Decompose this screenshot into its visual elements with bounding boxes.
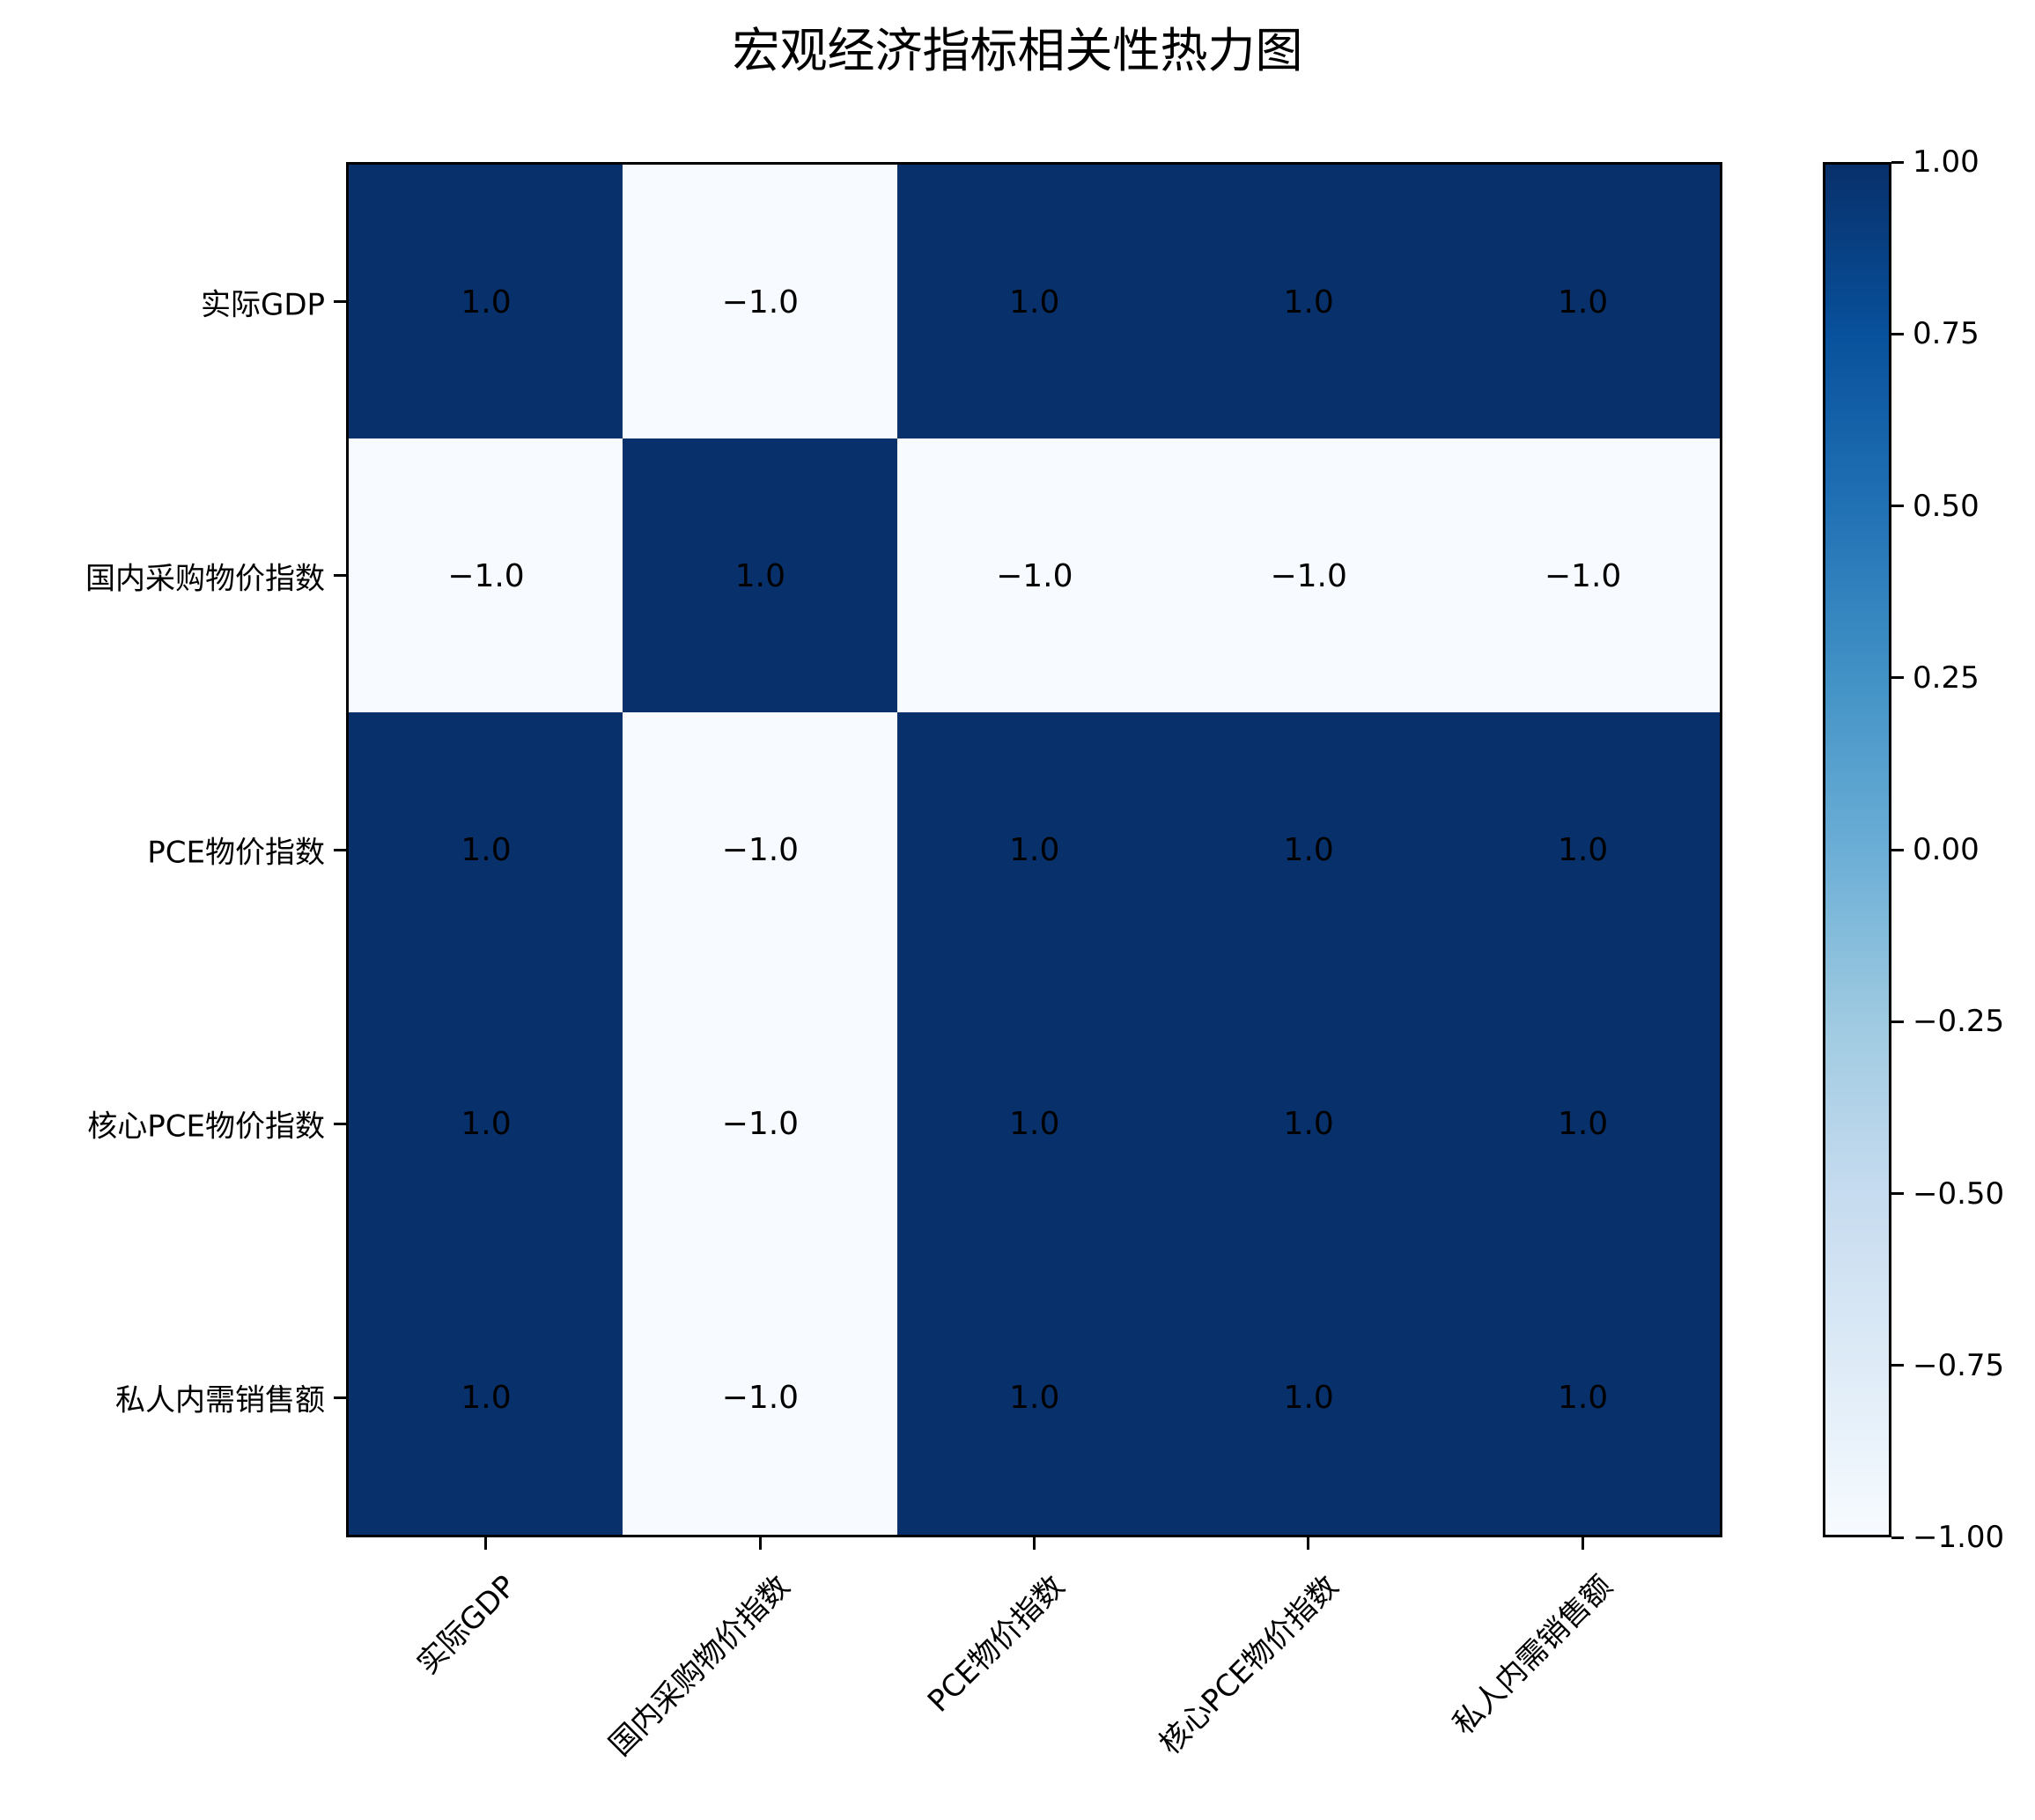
cell-value: 1.0 — [1283, 831, 1334, 868]
x-tick-label: 核心PCE物价指数 — [1152, 1568, 1346, 1762]
heatmap-cell: 1.0 — [896, 1260, 1172, 1535]
colorbar-tick-label: −0.75 — [1913, 1347, 2005, 1383]
colorbar-tick-label: 0.00 — [1913, 832, 1980, 867]
heatmap-cell: 1.0 — [1171, 1260, 1447, 1535]
cell-value: −1.0 — [721, 1106, 800, 1143]
colorbar-tick-mark — [1891, 1364, 1904, 1367]
cell-value: 1.0 — [1557, 284, 1609, 321]
heatmap-cell: 1.0 — [349, 712, 623, 988]
x-tick-mark — [484, 1537, 488, 1550]
y-tick-label: PCE物价指数 — [147, 835, 325, 871]
x-tick-mark — [758, 1537, 762, 1550]
heatmap-cell: 1.0 — [1445, 712, 1720, 988]
y-tick-label: 国内采购物价指数 — [85, 561, 325, 597]
heatmap-cell: 1.0 — [1445, 1260, 1720, 1535]
x-tick-label: 国内采购物价指数 — [602, 1568, 798, 1764]
colorbar-tick-mark — [1891, 1536, 1904, 1539]
cell-value: 1.0 — [461, 831, 512, 868]
cell-value: 1.0 — [1283, 1380, 1334, 1417]
heatmap-cell: 1.0 — [1445, 986, 1720, 1262]
cell-value: −1.0 — [447, 557, 525, 594]
cell-value: 1.0 — [461, 1380, 512, 1417]
heatmap-cell: 1.0 — [1171, 986, 1447, 1262]
colorbar-tick-label: −0.25 — [1913, 1004, 2005, 1040]
y-tick-mark — [334, 574, 346, 578]
y-tick-label: 私人内需销售额 — [115, 1382, 325, 1418]
cell-value: 1.0 — [1283, 284, 1334, 321]
heatmap-grid: 1.0 −1.0 1.0 1.0 1.0 −1.0 1.0 −1.0 −1.0 −1.0 1.0 −1… — [346, 162, 1722, 1537]
heatmap-cell: 1.0 — [349, 165, 623, 439]
x-tick-label: 私人内需销售额 — [1446, 1568, 1620, 1743]
heatmap-cell: −1.0 — [1445, 438, 1720, 714]
cell-value: 1.0 — [1283, 1106, 1334, 1143]
y-tick-label: 实际GDP — [200, 287, 325, 323]
heatmap-cell: 1.0 — [623, 438, 898, 714]
colorbar-tick-label: −0.50 — [1913, 1175, 2005, 1212]
y-tick-label: 核心PCE物价指数 — [87, 1109, 325, 1145]
heatmap-cell: 1.0 — [896, 712, 1172, 988]
heatmap-cell: −1.0 — [623, 1260, 898, 1535]
y-tick-mark — [334, 300, 346, 304]
colorbar-tick-mark — [1891, 505, 1904, 507]
x-tick-label: 实际GDP — [409, 1568, 523, 1682]
heatmap-cell: 1.0 — [1445, 165, 1720, 439]
heatmap-cell: −1.0 — [623, 165, 898, 439]
y-tick-mark — [334, 848, 346, 851]
x-tick-mark — [1307, 1537, 1310, 1550]
cell-value: −1.0 — [1544, 557, 1622, 594]
cell-value: −1.0 — [996, 557, 1073, 594]
colorbar-tick-mark — [1891, 676, 1904, 680]
cell-value: 1.0 — [1009, 1106, 1060, 1143]
colorbar-tick-mark — [1891, 332, 1904, 335]
colorbar — [1823, 162, 1891, 1537]
colorbar-tick-mark — [1891, 848, 1904, 851]
cell-value: −1.0 — [721, 1380, 800, 1417]
heatmap-cell: 1.0 — [896, 986, 1172, 1262]
cell-value: 1.0 — [1009, 831, 1060, 868]
cell-value: −1.0 — [721, 831, 800, 868]
cell-value: 1.0 — [1009, 1380, 1060, 1417]
x-tick-label: PCE物价指数 — [920, 1568, 1072, 1720]
heatmap-cell: 1.0 — [1171, 712, 1447, 988]
heatmap-cell: −1.0 — [1171, 438, 1447, 714]
heatmap-cell: 1.0 — [349, 986, 623, 1262]
cell-value: −1.0 — [721, 284, 800, 321]
chart-title: 宏观经济指标相关性热力图 — [732, 23, 1303, 78]
cell-value: 1.0 — [1557, 831, 1609, 868]
cell-value: 1.0 — [1557, 1380, 1609, 1417]
colorbar-tick-label: 0.25 — [1913, 659, 1980, 696]
colorbar-tick-label: 0.50 — [1913, 488, 1980, 524]
colorbar-tick-label: 1.00 — [1913, 144, 1980, 180]
heatmap-cell: 1.0 — [1171, 165, 1447, 439]
colorbar-tick-mark — [1891, 1192, 1904, 1195]
heatmap-cell: −1.0 — [623, 712, 898, 988]
colorbar-tick-label: 0.75 — [1913, 316, 1980, 352]
colorbar-tick-mark — [1891, 160, 1904, 164]
heatmap-cell: −1.0 — [896, 438, 1172, 714]
heatmap-cell: −1.0 — [349, 438, 623, 714]
cell-value: 1.0 — [461, 284, 512, 321]
colorbar-tick-label: −1.00 — [1913, 1520, 2005, 1555]
heatmap-cell: 1.0 — [896, 165, 1172, 439]
cell-value: −1.0 — [1270, 557, 1347, 594]
x-tick-mark — [1581, 1537, 1584, 1550]
cell-value: 1.0 — [1009, 284, 1060, 321]
cell-value: 1.0 — [461, 1106, 512, 1143]
heatmap-cell: 1.0 — [349, 1260, 623, 1535]
cell-value: 1.0 — [734, 557, 786, 594]
y-tick-mark — [334, 1122, 346, 1125]
y-tick-mark — [334, 1396, 346, 1399]
x-tick-mark — [1033, 1537, 1036, 1550]
cell-value: 1.0 — [1557, 1106, 1609, 1143]
colorbar-tick-mark — [1891, 1020, 1904, 1023]
heatmap-cell: −1.0 — [623, 986, 898, 1262]
